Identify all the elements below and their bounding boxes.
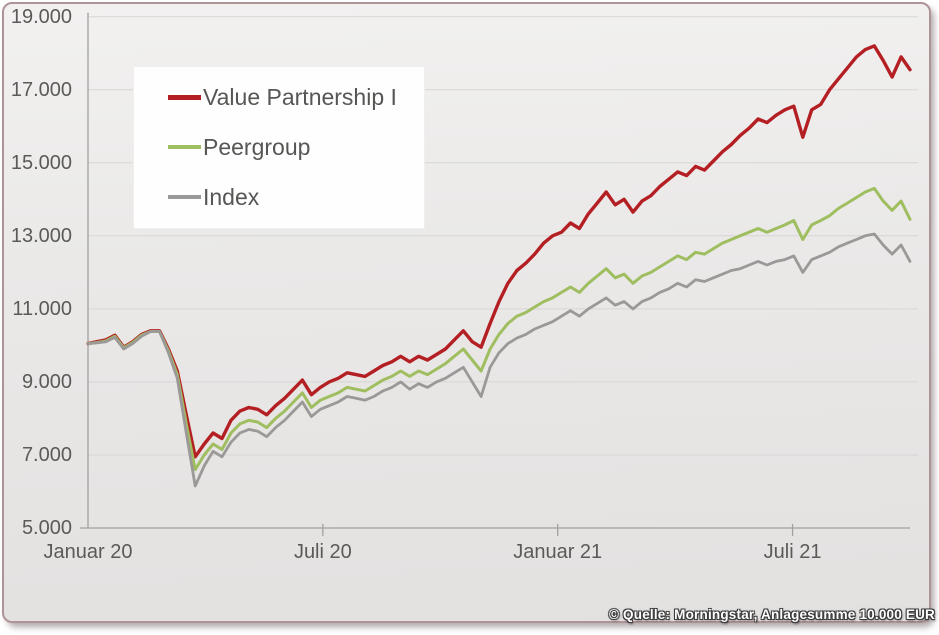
legend-label: Peergroup: [203, 133, 311, 160]
legend-line-swatch-green: [168, 145, 201, 150]
source-attribution: © Quelle: Morningstar, Anlagesumme 10.00…: [608, 607, 935, 622]
legend: Value Partnership I Peergroup Index: [133, 66, 425, 229]
legend-item-value-partnership: Value Partnership I: [168, 84, 424, 111]
legend-line-swatch-red: [168, 95, 201, 101]
legend-item-index: Index: [168, 184, 424, 211]
legend-label: Index: [203, 183, 260, 210]
legend-label: Value Partnership I: [203, 84, 397, 111]
legend-line-swatch-gray: [168, 195, 201, 200]
legend-item-peergroup: Peergroup: [168, 134, 424, 161]
